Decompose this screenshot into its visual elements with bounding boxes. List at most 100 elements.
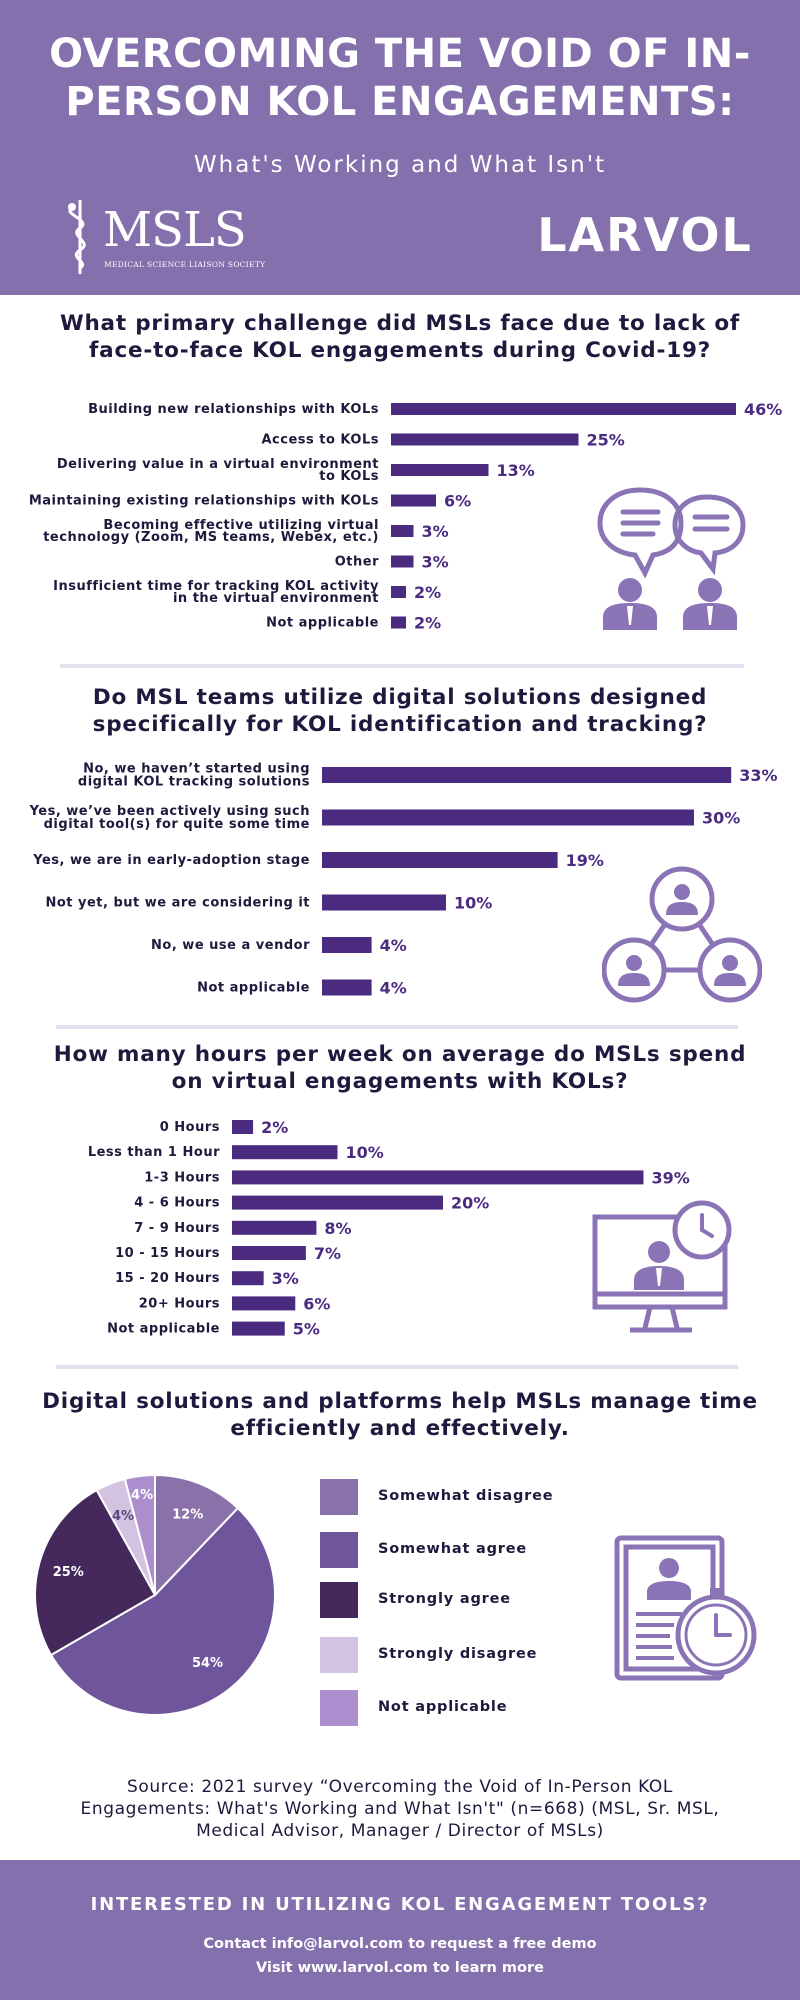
digital-solutions-bar-chart: No, we haven’t started using digital KOL … [29,762,778,998]
bar-category-label: Other [335,555,379,570]
bar-value-label: 30% [702,809,740,828]
bar [391,616,406,629]
bar-category-label: 7 - 9 Hours [134,1221,220,1236]
bar [232,1271,264,1286]
bar [391,433,579,446]
website-line: Visit www.larvol.com to learn more [256,1960,544,1976]
bar [391,555,414,568]
bar-value-label: 33% [739,766,777,785]
bar [232,1145,338,1160]
msls-logo-subtext: MEDICAL SCIENCE LIAISON SOCIETY [104,260,266,269]
bar [232,1321,285,1336]
bar [322,937,372,953]
bar [232,1120,254,1134]
bar-value-label: 3% [272,1269,299,1288]
bar-category-label: Not applicable [107,1322,220,1337]
bar-value-label: 20% [451,1194,489,1213]
bar-value-label: 2% [414,614,441,633]
pie-slice-label: 54% [192,1656,223,1671]
bar-value-label: 7% [314,1244,341,1263]
bar-category-label: Yes, we are in early-adoption stage [32,853,310,868]
msls-logo: MSLS MEDICAL SCIENCE LIAISON SOCIETY [58,198,265,276]
time-management-pie-chart: 12% 54% 25% 4% 4% [34,1473,276,1716]
msls-emblem-icon [68,200,86,274]
bar-category-label: Not applicable [197,981,310,996]
challenge-bar-chart: Building new relationships with KOLs 46% A… [29,400,782,633]
bar-value-label: 2% [261,1118,288,1137]
bar-value-label: 3% [422,522,449,541]
page-subtitle: What's Working and What Isn't [193,152,607,178]
bar-category-label: Delivering value in a virtual environmen… [57,457,379,484]
header-banner: OVERCOMING THE VOID OF IN-PERSON KOL ENG… [0,0,800,295]
bar-category-label: 15 - 20 Hours [115,1271,220,1286]
bar-category-label: Not applicable [266,616,379,631]
footer-title: INTERESTED IN UTILIZING KOL ENGAGEMENT T… [90,1894,710,1915]
bar-value-label: 25% [587,431,625,450]
bar [322,979,372,996]
bar-category-label: Becoming effective utilizing virtual tech… [43,518,379,545]
section-divider [56,1365,738,1369]
legend-label: Not applicable [378,1699,508,1715]
bar-category-label: Yes, we’ve been actively using such digit… [29,804,310,832]
bar-value-label: 19% [566,851,604,870]
time-management-chart-title: Digital solutions and platforms help MSL… [42,1389,758,1441]
bar-category-label: 1-3 Hours [144,1170,220,1185]
legend-label: Somewhat agree [378,1541,528,1557]
pie-slice [34,1488,157,1657]
bar [232,1246,306,1260]
digital-solutions-chart-title: Do MSL teams utilize digital solutions d… [92,685,708,737]
bar-value-label: 10% [346,1143,384,1162]
legend-swatch [320,1690,358,1726]
bar-value-label: 10% [454,894,492,913]
bar-value-label: 4% [380,979,407,998]
challenge-chart-title: What primary challenge did MSLs face due… [59,311,741,363]
bar-category-label: No, we haven’t started using digital KOL … [78,762,310,790]
section-divider [60,664,744,668]
legend-swatch [320,1479,358,1515]
network-people-icon [602,866,762,1003]
bar-value-label: 4% [380,936,407,955]
bar-category-label: No, we use a vendor [151,938,310,953]
bar [391,403,736,415]
bar [232,1195,443,1210]
bar-category-label: 10 - 15 Hours [115,1246,220,1261]
bar-value-label: 13% [497,461,535,480]
bar [322,894,446,911]
page-title: OVERCOMING THE VOID OF IN-PERSON KOL ENG… [49,31,751,125]
legend-label: Strongly agree [378,1591,511,1607]
bar [232,1220,317,1235]
source-note: Source: 2021 survey “Overcoming the Void… [80,1777,720,1841]
bar-category-label: Less than 1 Hour [88,1145,220,1160]
bar-value-label: 8% [324,1219,351,1238]
hours-bar-chart: 0 Hours 2% Less than 1 Hour 10% 1-3 Hours 39%… [88,1118,690,1339]
pie-slice-label: 4% [112,1509,134,1524]
bar [391,494,436,507]
bar-category-label: 4 - 6 Hours [134,1196,220,1211]
bar-category-label: 0 Hours [160,1120,220,1135]
bar-value-label: 6% [444,492,471,511]
legend-label: Somewhat disagree [378,1488,554,1504]
pie-slice-label: 4% [131,1488,153,1503]
bar [322,852,558,868]
msls-logo-text: MSLS [103,202,247,258]
bar-value-label: 6% [303,1294,330,1313]
bar-value-label: 46% [744,400,782,419]
bar-value-label: 3% [422,553,449,572]
pie-slice-label: 12% [172,1507,203,1522]
legend-swatch [320,1532,358,1568]
bar [322,809,694,826]
bar [322,767,732,783]
bar [391,525,414,537]
monitor-clock-icon [592,1200,732,1333]
pie-slice [123,1473,156,1596]
bar-category-label: Not yet, but we are considering it [45,896,310,911]
hours-chart-title: How many hours per week on average do MS… [53,1042,747,1094]
pie-slice-label: 25% [53,1565,84,1580]
bar [232,1170,644,1185]
bar-category-label: Insufficient time for tracking KOL activ… [53,579,379,606]
bar-value-label: 2% [414,583,441,602]
pie-slice [49,1506,276,1716]
bar [391,464,489,476]
legend-swatch [320,1637,358,1673]
bar-category-label: Access to KOLs [261,433,379,448]
